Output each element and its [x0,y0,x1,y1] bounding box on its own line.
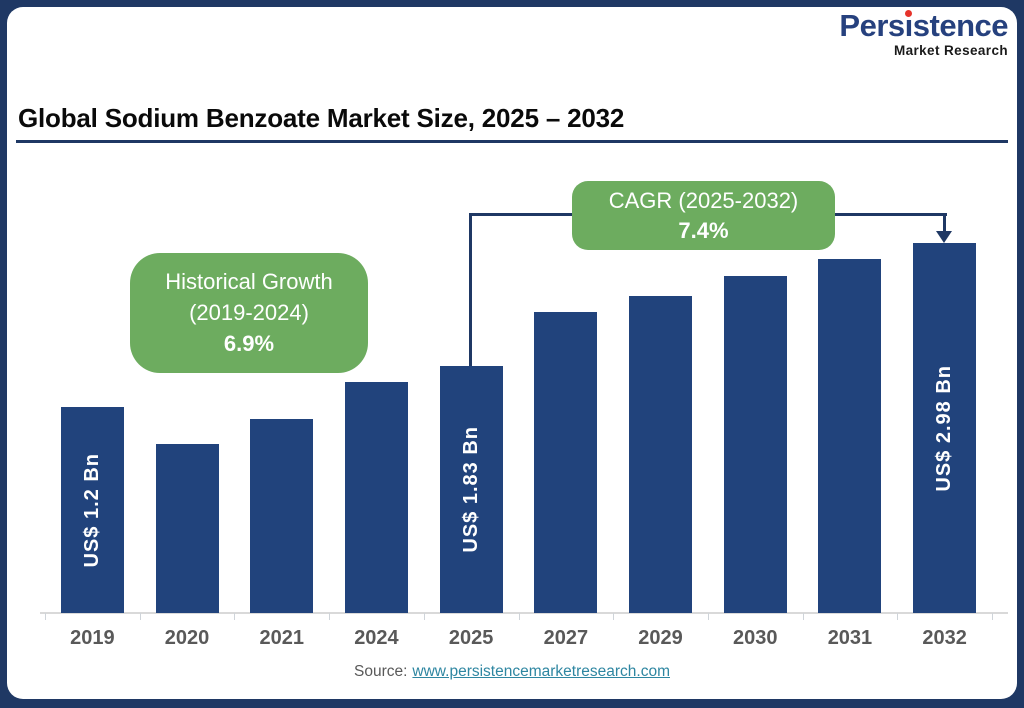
x-axis-tick [897,613,899,620]
x-axis-tick [518,613,520,620]
cagr-callout: CAGR (2025-2032) 7.4% [572,181,835,250]
page-title: Global Sodium Benzoate Market Size, 2025… [18,103,625,133]
bar-value-label-2019: US$ 1.2 Bn [80,452,103,568]
x-axis-label-2030: 2030 [733,627,778,649]
x-axis-tick [234,613,236,620]
x-axis-label-2025: 2025 [448,627,494,649]
cagr-arrowhead-icon [936,231,952,243]
bar-value-label-2032: US$ 2.98 Bn [933,364,956,492]
logo-wordmark: Persıstence [839,8,1009,43]
bar-2019: US$ 1.2 Bn [60,407,124,613]
source-label: Source: [354,663,408,680]
logo-subtitle: Market Research [893,43,1008,58]
x-axis-tick [992,613,993,620]
bar-2024 [344,382,408,613]
title-underline [16,140,1008,143]
x-axis-label-2027: 2027 [543,627,589,649]
x-axis-tick [139,613,141,620]
bar-2027 [534,312,598,613]
cagr-value: 7.4% [678,218,729,243]
bar-2031 [818,259,882,613]
x-axis-tick [45,613,46,620]
bar-2032: US$ 2.98 Bn [913,243,977,613]
cagr-connector-right-segment [943,213,946,232]
x-axis-label-2024: 2024 [354,627,399,649]
x-axis-label-2020: 2020 [164,627,210,649]
logo-i-red-dot-icon: ı [904,8,913,43]
bar-2030 [723,276,787,613]
x-axis-tick [329,613,331,620]
source-link[interactable]: www.persistencemarketresearch.com [412,663,670,680]
x-axis-label-2032: 2032 [922,627,967,649]
x-axis-tick [802,613,804,620]
historical-growth-value: 6.9% [223,331,275,356]
logo-text: stence [912,8,1009,43]
logo-text: Pers [839,8,905,43]
x-axis-tick [423,613,425,620]
bar-2020 [155,444,219,613]
bar-2025: US$ 1.83 Bn [439,366,503,613]
x-axis-label-2019: 2019 [70,627,115,649]
bar-2021 [250,419,314,613]
bar-value-label-2025: US$ 1.83 Bn [459,426,482,553]
brand-logo: Persıstence Market Research [839,8,1009,58]
source-line: Source: www.persistencemarketresearch.com [0,663,1024,681]
x-axis-line [40,612,1008,614]
cagr-line1: CAGR (2025-2032) [608,188,799,213]
x-axis-tick [613,613,615,620]
bar-2029 [629,296,693,613]
x-axis-label-2029: 2029 [638,627,683,649]
x-axis-tick [707,613,709,620]
historical-growth-callout: Historical Growth (2019-2024) 6.9% [130,253,368,373]
cagr-connector-left-segment [469,213,472,366]
x-axis-label-2021: 2021 [259,627,305,649]
historical-growth-line1: Historical Growth [165,269,333,294]
x-axis-label-2031: 2031 [827,627,873,649]
historical-growth-line2: (2019-2024) [189,300,309,325]
